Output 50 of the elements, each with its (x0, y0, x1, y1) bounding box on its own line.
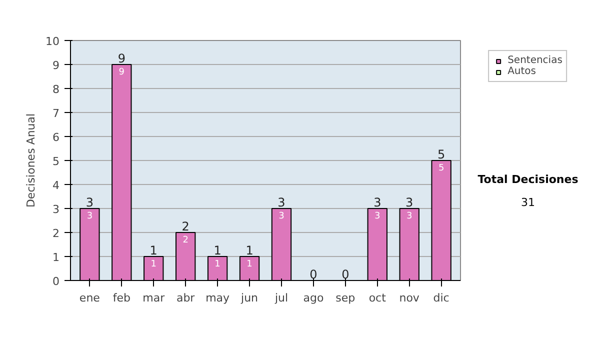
total-label: 3 (374, 196, 382, 210)
total-label: 2 (182, 220, 190, 234)
y-tick-label: 6 (52, 131, 60, 144)
x-tick-label: ene (79, 292, 100, 304)
data-label: 3 (278, 212, 284, 222)
x-tick-label: oct (368, 292, 387, 304)
y-tick-label: 0 (52, 275, 60, 288)
data-label: 3 (86, 212, 93, 222)
y-tick-label: 1 (52, 251, 60, 264)
total-label: 3 (278, 196, 286, 210)
total-label: 3 (86, 196, 94, 210)
data-label: 9 (118, 68, 125, 78)
total-label: 3 (406, 196, 414, 210)
data-label: 1 (214, 260, 220, 270)
y-tick-label: 4 (52, 179, 60, 192)
data-label: 5 (438, 164, 444, 174)
legend-label: Autos (508, 66, 536, 77)
y-tick-label: 7 (52, 107, 60, 120)
y-axis-title: Decisiones Anual (24, 113, 38, 208)
legend-label: Sentencias (508, 55, 562, 66)
total-label: 0 (310, 268, 318, 282)
total-label: 1 (150, 244, 158, 258)
total-label: 9 (118, 52, 126, 66)
data-label: 2 (182, 236, 188, 246)
data-label: 3 (406, 212, 412, 222)
y-tick-label: 9 (52, 59, 60, 72)
x-tick-label: abr (176, 292, 196, 304)
x-tick-label: may (206, 292, 230, 304)
x-tick-label: ago (303, 292, 324, 304)
data-label: 3 (374, 212, 380, 222)
total-label: 5 (438, 148, 446, 162)
x-tick-label: sep (336, 292, 356, 304)
x-tick-label: mar (142, 292, 166, 304)
x-tick-label: feb (112, 292, 130, 304)
x-tick-label: jun (240, 292, 258, 304)
data-label: 1 (246, 260, 252, 270)
y-tick-label: 10 (46, 35, 60, 48)
data-label: 1 (150, 260, 156, 270)
y-tick-label: 8 (52, 83, 60, 96)
y-tick-label: 3 (52, 203, 60, 216)
y-tick-label: 2 (52, 227, 60, 240)
total-label: 1 (246, 244, 254, 258)
text: Total Decisiones (478, 173, 579, 186)
total-label: 1 (214, 244, 222, 258)
x-tick-label: dic (433, 292, 450, 304)
x-tick-label: nov (399, 292, 420, 304)
total-label: 0 (342, 268, 350, 282)
x-tick-label: jul (274, 292, 288, 304)
y-tick-label: 5 (52, 155, 60, 168)
text: 31 (521, 196, 535, 209)
